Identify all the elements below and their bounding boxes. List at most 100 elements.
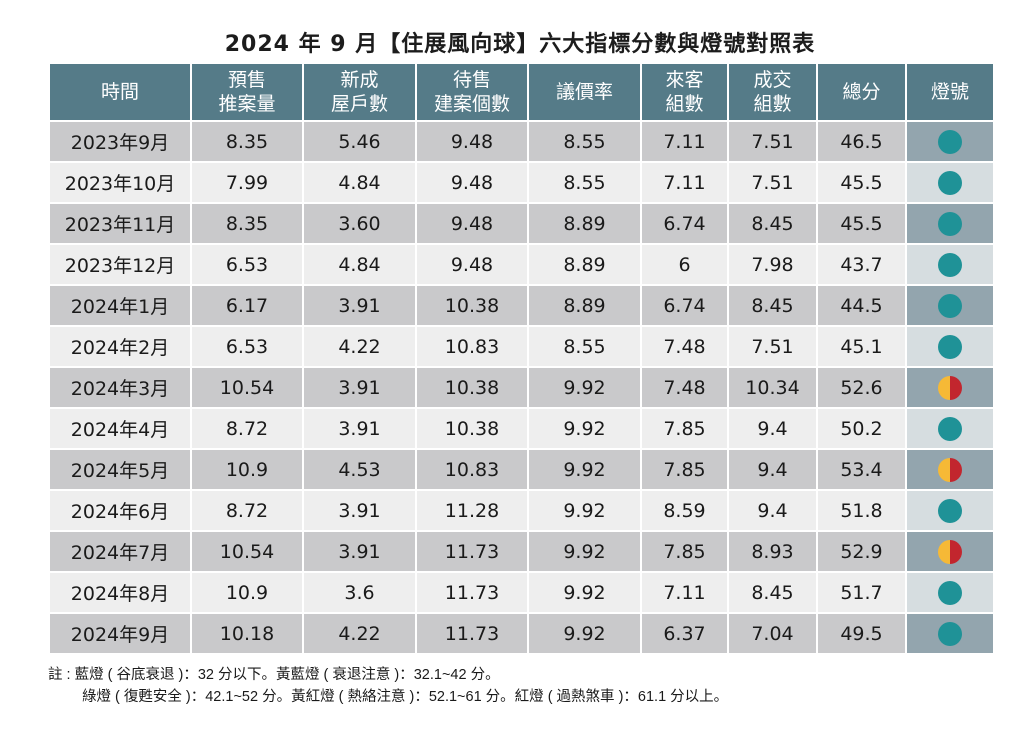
cell-time: 2024年8月 — [48, 571, 192, 614]
cell-total: 46.5 — [816, 120, 907, 163]
cell-deals: 9.4 — [727, 407, 818, 450]
cell-visitors: 7.11 — [640, 571, 729, 614]
cell-light — [905, 612, 995, 655]
col-header-bargain-rate: 議價率 — [527, 62, 642, 122]
cell-visitors: 7.48 — [640, 366, 729, 409]
cell-bargain: 8.55 — [527, 120, 642, 163]
cell-light — [905, 530, 995, 573]
cell-presale: 8.35 — [190, 202, 304, 245]
cell-visitors: 6.37 — [640, 612, 729, 655]
header-text: 議價率 — [555, 81, 613, 103]
cell-new-units: 4.22 — [302, 612, 417, 655]
cell-unsold: 11.73 — [415, 530, 529, 573]
green-light-icon — [938, 334, 962, 359]
cell-total: 53.4 — [816, 448, 907, 491]
cell-presale: 10.9 — [190, 571, 304, 614]
cell-new-units: 3.91 — [302, 489, 417, 532]
cell-unsold: 11.28 — [415, 489, 529, 532]
cell-new-units: 3.91 — [302, 530, 417, 573]
header-text: 成交 — [753, 69, 792, 91]
table-row: 2024年2月 6.53 4.22 10.83 8.55 7.48 7.51 45.1 — [48, 325, 995, 368]
table-row: 2024年5月 10.9 4.53 10.83 9.92 7.85 9.4 53.4 — [48, 448, 995, 491]
cell-bargain: 9.92 — [527, 366, 642, 409]
header-text: 待售 — [452, 69, 491, 91]
cell-deals: 7.51 — [727, 325, 818, 368]
cell-deals: 8.45 — [727, 284, 818, 327]
cell-total: 44.5 — [816, 284, 907, 327]
green-light-icon — [938, 129, 962, 154]
cell-visitors: 6 — [640, 243, 729, 286]
cell-deals: 10.34 — [727, 366, 818, 409]
cell-presale: 6.53 — [190, 243, 304, 286]
cell-presale: 7.99 — [190, 161, 304, 204]
cell-deals: 9.4 — [727, 489, 818, 532]
cell-visitors: 6.74 — [640, 284, 729, 327]
cell-total: 52.6 — [816, 366, 907, 409]
cell-bargain: 9.92 — [527, 489, 642, 532]
cell-bargain: 9.92 — [527, 530, 642, 573]
notes-line-2: 綠燈 ( 復甦安全 )：42.1~52 分。黃紅燈 ( 熱絡注意 )：52.1~… — [82, 689, 729, 705]
cell-light — [905, 202, 995, 245]
cell-unsold: 9.48 — [415, 243, 529, 286]
cell-new-units: 4.84 — [302, 243, 417, 286]
cell-presale: 10.18 — [190, 612, 304, 655]
cell-light — [905, 407, 995, 450]
cell-unsold: 10.83 — [415, 448, 529, 491]
col-header-new-units: 新成 屋戶數 — [302, 62, 417, 122]
green-light-icon — [938, 416, 962, 441]
table-row: 2024年3月 10.54 3.91 10.38 9.92 7.48 10.34 52.6 — [48, 366, 995, 409]
cell-new-units: 3.91 — [302, 366, 417, 409]
cell-new-units: 3.91 — [302, 407, 417, 450]
cell-time: 2024年6月 — [48, 489, 192, 532]
cell-total: 51.7 — [816, 571, 907, 614]
cell-bargain: 9.92 — [527, 612, 642, 655]
cell-unsold: 10.38 — [415, 407, 529, 450]
header-text: 總分 — [842, 81, 881, 103]
cell-time: 2024年4月 — [48, 407, 192, 450]
green-light-icon — [938, 580, 962, 605]
table-row: 2023年11月 8.35 3.60 9.48 8.89 6.74 8.45 45.5 — [48, 202, 995, 245]
header-text: 組數 — [665, 93, 704, 115]
cell-presale: 6.53 — [190, 325, 304, 368]
cell-deals: 9.4 — [727, 448, 818, 491]
cell-light — [905, 120, 995, 163]
cell-unsold: 10.38 — [415, 284, 529, 327]
cell-new-units: 5.46 — [302, 120, 417, 163]
cell-new-units: 4.53 — [302, 448, 417, 491]
cell-total: 45.5 — [816, 202, 907, 245]
table-body: 2023年9月 8.35 5.46 9.48 8.55 7.11 7.51 46.5 2023年… — [48, 120, 995, 655]
cell-bargain: 8.55 — [527, 161, 642, 204]
cell-unsold: 10.83 — [415, 325, 529, 368]
cell-visitors: 7.11 — [640, 120, 729, 163]
col-header-deals: 成交 組數 — [727, 62, 818, 122]
notes-line-1: 註 : 藍燈 ( 谷底衰退 )：32 分以下。黃藍燈 ( 衰退注意 )：32.1… — [48, 667, 500, 683]
header-text: 屋戶數 — [330, 93, 388, 115]
cell-deals: 7.51 — [727, 161, 818, 204]
cell-total: 52.9 — [816, 530, 907, 573]
cell-unsold: 9.48 — [415, 120, 529, 163]
cell-new-units: 3.6 — [302, 571, 417, 614]
col-header-unsold: 待售 建案個數 — [415, 62, 529, 122]
cell-unsold: 10.38 — [415, 366, 529, 409]
cell-total: 45.5 — [816, 161, 907, 204]
table-row: 2024年8月 10.9 3.6 11.73 9.92 7.11 8.45 51.7 — [48, 571, 995, 614]
cell-total: 49.5 — [816, 612, 907, 655]
cell-light — [905, 489, 995, 532]
cell-bargain: 9.92 — [527, 448, 642, 491]
cell-total: 45.1 — [816, 325, 907, 368]
green-light-icon — [938, 252, 962, 277]
cell-new-units: 3.60 — [302, 202, 417, 245]
col-header-time: 時間 — [48, 62, 192, 122]
col-header-light: 燈號 — [905, 62, 995, 122]
cell-visitors: 7.85 — [640, 530, 729, 573]
cell-deals: 7.98 — [727, 243, 818, 286]
cell-unsold: 11.73 — [415, 612, 529, 655]
cell-time: 2024年7月 — [48, 530, 192, 573]
header-text: 來客 — [665, 69, 704, 91]
cell-visitors: 8.59 — [640, 489, 729, 532]
cell-visitors: 7.85 — [640, 448, 729, 491]
cell-light — [905, 243, 995, 286]
cell-time: 2023年12月 — [48, 243, 192, 286]
header-text: 推案量 — [218, 93, 276, 115]
cell-bargain: 8.89 — [527, 243, 642, 286]
